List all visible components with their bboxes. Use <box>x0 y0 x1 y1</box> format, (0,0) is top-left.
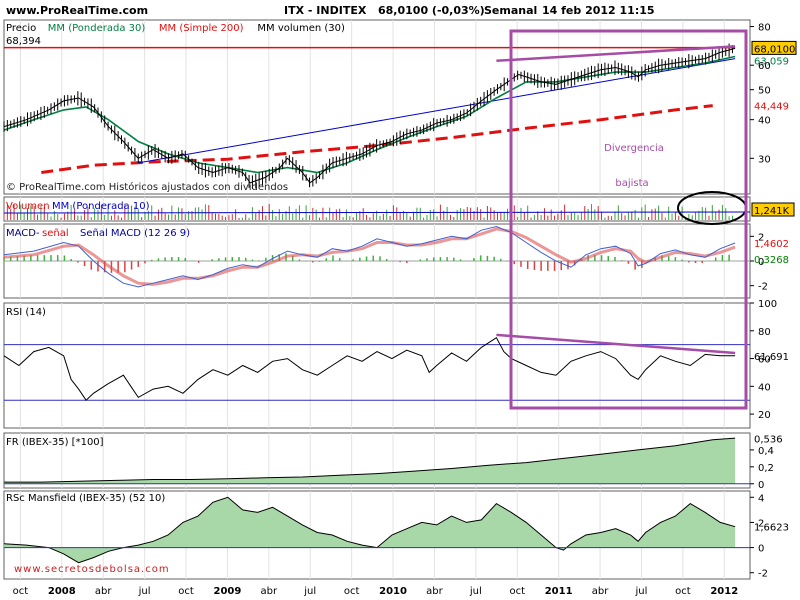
y-tick-label: 80 <box>758 23 771 34</box>
y-tick-label: 0,4 <box>758 446 774 457</box>
volume-ma-line <box>3 211 751 214</box>
macd-line <box>3 225 736 288</box>
price-legend-item: MM (Ponderada 30) <box>48 23 146 34</box>
rsi-legend-item: RSI (14) <box>6 307 46 318</box>
x-tick-label: oct <box>675 586 691 597</box>
macd-legend-item: MACD- <box>6 228 40 239</box>
x-tick-label: 2008 <box>48 586 76 597</box>
y-tick-label: 40 <box>758 382 771 393</box>
instrument-title: ITX - INDITEX <box>284 4 367 17</box>
x-tick-label: jul <box>469 586 482 597</box>
y-tick-label: 100 <box>758 299 777 310</box>
last-price-label: 68,0100 <box>754 44 795 55</box>
x-tick-label: 2012 <box>710 586 738 597</box>
rsc-value-label: 1,6623 <box>754 523 789 534</box>
y-tick-label: 80 <box>758 327 771 338</box>
macd-value-label: 1,4602 <box>754 239 789 250</box>
volume-legend-item: Volumen <box>6 201 50 212</box>
volume-value-label: 1,241K <box>754 206 790 217</box>
x-tick-label: abr <box>261 586 278 597</box>
y-tick-label: 2 <box>758 518 764 529</box>
y-tick-label: 20 <box>758 410 771 421</box>
y-tick-label: 0,2 <box>758 463 774 474</box>
fr-legend-item: FR (IBEX-35) [*100] <box>6 437 104 448</box>
annotation-line1: Divergencia <box>604 143 664 154</box>
header-datetime: 14 feb 2012 11:15 <box>542 4 655 17</box>
x-tick-label: oct <box>13 586 29 597</box>
macd-legend-item: Señal MACD (12 26 9) <box>80 228 190 239</box>
rsc-legend-item: RSc Mansfield (IBEX-35) (52 10) <box>6 493 165 504</box>
resistance-level-label: 68,394 <box>6 36 41 47</box>
x-tick-label: oct <box>178 586 194 597</box>
x-tick-label: jul <box>138 586 151 597</box>
rsi-line <box>3 336 736 401</box>
y-tick-label: 4 <box>758 493 764 504</box>
y-tick-label: 0 <box>758 544 764 555</box>
y-tick-label: 0 <box>758 480 764 491</box>
rsc-line <box>3 496 736 564</box>
price-legend-item: MM volumen (30) <box>257 23 345 34</box>
price-legend-item: Precio <box>6 23 36 34</box>
fr-value-label: 0,536 <box>754 434 783 445</box>
y-tick-label: 60 <box>758 61 771 72</box>
fr-area <box>4 438 736 484</box>
annotation-line2: bajista <box>615 178 648 189</box>
fr-line <box>4 437 736 483</box>
rsi-value-label: 61,691 <box>754 352 789 363</box>
watermark-bottom: www.secretosdebolsa.com <box>14 564 170 575</box>
x-tick-label: abr <box>95 586 112 597</box>
watermark-top: © ProRealTime.com Históricos ajustados c… <box>6 181 288 193</box>
rsi-divergence-line <box>496 333 736 355</box>
y-tick-label: -2 <box>758 282 768 293</box>
header-period: Semanal <box>484 4 537 17</box>
x-tick-label: 2010 <box>379 586 407 597</box>
x-tick-label: 2011 <box>545 586 573 597</box>
x-tick-label: 2009 <box>214 586 242 597</box>
x-tick-label: abr <box>426 586 443 597</box>
y-tick-label: -2 <box>758 569 768 580</box>
divergence-box <box>509 29 748 410</box>
y-tick-label: 40 <box>758 116 771 127</box>
mm30-line <box>3 55 736 174</box>
x-tick-label: jul <box>635 586 648 597</box>
header-price: 68,0100 (-0,03%) <box>378 4 485 17</box>
x-tick-label: oct <box>509 586 525 597</box>
rsc-area <box>4 497 736 563</box>
x-tick-label: oct <box>344 586 360 597</box>
y-tick-label: 2 <box>758 232 764 243</box>
volume-legend-item: MM (Ponderada 10) <box>52 201 150 212</box>
ma-value-label: 63,059 <box>754 57 789 68</box>
y-tick-label: 0 <box>758 257 764 268</box>
site-title: www.ProRealTime.com <box>6 4 148 17</box>
price-legend-item: MM (Simple 200) <box>159 23 244 34</box>
y-tick-label: 60 <box>758 355 771 366</box>
price-line <box>3 47 736 184</box>
x-tick-label: jul <box>303 586 316 597</box>
price-upper-channel <box>496 45 736 63</box>
y-tick-label: 30 <box>758 154 771 165</box>
mm200-line <box>41 104 713 174</box>
last-price-badge <box>751 40 797 55</box>
panel-price <box>3 19 751 195</box>
x-tick-label: abr <box>592 586 609 597</box>
macd-legend-item: señal <box>42 228 69 239</box>
macd-signal-value-label: 0,3268 <box>754 255 789 266</box>
y-tick-label: 50 <box>758 86 771 97</box>
trend-line <box>138 58 736 164</box>
ma200-value-label: 44,449 <box>754 102 789 113</box>
volume-badge <box>751 202 795 217</box>
